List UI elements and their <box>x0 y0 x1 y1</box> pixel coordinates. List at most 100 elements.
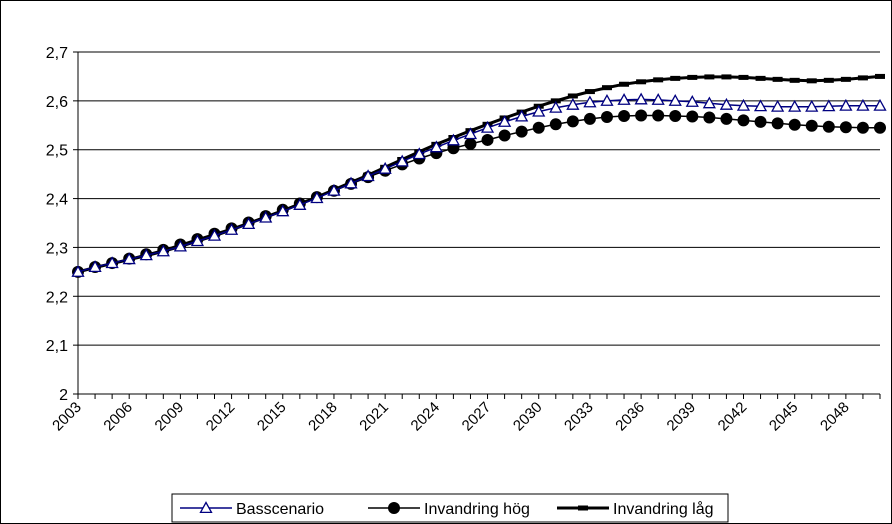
data-point <box>806 78 817 84</box>
axes <box>77 52 880 395</box>
data-point <box>583 112 596 125</box>
data-point <box>738 74 749 80</box>
legend-marker <box>199 501 213 514</box>
data-point <box>105 256 119 269</box>
data-point <box>635 109 648 122</box>
data-point <box>344 176 358 189</box>
data-point <box>566 115 579 128</box>
data-point <box>361 169 375 182</box>
x-tick-label: 2021 <box>356 399 392 435</box>
y-axis-ticks: 2 2,1 2,2 2,3 2,4 2,5 2,6 2,7 <box>46 45 78 404</box>
data-point <box>618 110 631 123</box>
data-point <box>703 111 716 124</box>
data-point <box>755 75 766 81</box>
x-tick-label: 2048 <box>817 399 853 435</box>
data-point <box>532 121 545 134</box>
x-tick-label: 2024 <box>408 399 444 435</box>
data-point <box>875 73 885 79</box>
y-tick-label: 2,6 <box>46 94 68 111</box>
legend-item: Invandring låg <box>557 500 714 518</box>
data-point <box>515 109 529 122</box>
data-point <box>702 96 716 109</box>
data-point <box>412 147 426 160</box>
data-point <box>498 129 511 142</box>
data-point <box>771 117 784 130</box>
data-point <box>139 248 153 261</box>
data-point <box>156 244 170 257</box>
x-tick-label: 2009 <box>152 399 188 435</box>
data-point <box>480 120 495 133</box>
data-point <box>481 133 494 146</box>
data-point <box>720 112 733 125</box>
data-point <box>670 75 681 81</box>
x-tick-label: 2018 <box>305 399 341 435</box>
y-tick-label: 2,5 <box>46 143 68 160</box>
legend: Basscenario Invandring hög Invandring låg <box>171 493 729 523</box>
data-point <box>173 239 187 252</box>
legend-marker <box>578 505 588 511</box>
data-point <box>567 93 578 99</box>
data-point <box>651 93 665 105</box>
legend-marker <box>388 502 400 514</box>
data-point <box>600 94 614 106</box>
data-point <box>242 217 256 230</box>
x-tick-label: 2039 <box>664 399 700 435</box>
data-point <box>549 118 562 131</box>
x-tick-label: 2030 <box>510 399 546 435</box>
data-point <box>736 98 751 111</box>
data-point <box>873 98 887 111</box>
data-point <box>874 121 886 134</box>
data-point <box>823 77 834 83</box>
data-point <box>617 93 631 105</box>
x-tick-label: 2003 <box>49 399 85 435</box>
data-point <box>704 74 715 80</box>
y-tick-label: 2,7 <box>46 45 68 62</box>
data-point <box>857 75 868 81</box>
data-point <box>464 137 477 150</box>
data-point <box>771 99 785 112</box>
legend-label: Basscenario <box>236 501 324 518</box>
data-point <box>122 252 136 265</box>
data-point <box>685 94 699 107</box>
data-point <box>583 95 597 108</box>
data-point <box>566 97 580 110</box>
x-tick-label: 2045 <box>766 399 802 435</box>
data-point <box>634 92 648 105</box>
data-point <box>276 204 290 217</box>
y-tick-label: 2,3 <box>46 240 68 257</box>
data-point <box>600 110 613 123</box>
data-point <box>190 234 205 247</box>
legend-label: Invandring låg <box>613 500 714 518</box>
data-point <box>789 77 800 83</box>
series-line <box>77 114 880 273</box>
data-point <box>669 110 682 123</box>
data-point <box>840 76 851 82</box>
legend-item: Invandring hög <box>368 501 530 518</box>
x-tick-label: 2042 <box>715 399 751 435</box>
x-tick-label: 2027 <box>459 399 495 435</box>
data-point <box>515 125 528 138</box>
y-tick-label: 2 <box>59 387 68 404</box>
data-point <box>839 121 852 134</box>
data-point <box>88 260 102 273</box>
data-point <box>839 98 853 111</box>
data-point <box>549 100 563 113</box>
data-point <box>310 191 324 204</box>
x-tick-label: 2036 <box>612 399 648 435</box>
x-tick-label: 2012 <box>203 399 239 435</box>
data-point <box>719 97 734 110</box>
legend-box <box>171 493 729 523</box>
data-point <box>550 98 561 104</box>
x-axis-ticks: 2003 2006 2009 2012 2015 2018 2021 2024 2027 2030… <box>49 394 881 435</box>
data-point <box>652 109 665 122</box>
data-point <box>668 94 682 106</box>
data-point <box>753 99 768 112</box>
y-tick-label: 2,1 <box>46 338 68 355</box>
series-group <box>71 73 887 278</box>
data-point <box>601 85 612 91</box>
data-point <box>737 114 750 127</box>
x-tick-label: 2033 <box>561 399 597 435</box>
data-point <box>395 154 409 167</box>
data-point <box>653 77 664 83</box>
